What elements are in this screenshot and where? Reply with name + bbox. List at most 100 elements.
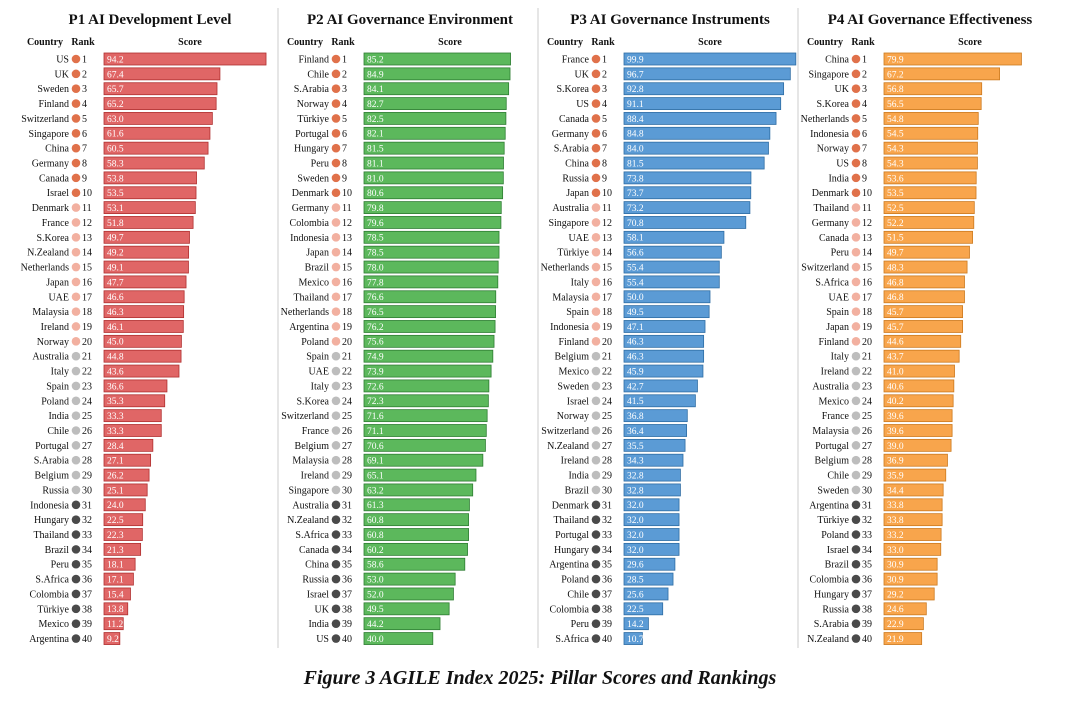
score-bar: [623, 424, 688, 437]
table-row: Canada 9 53.8: [39, 171, 197, 184]
rank-dot: [591, 322, 601, 331]
rank-label: 19: [82, 322, 92, 333]
rank-dot: [331, 262, 341, 272]
country-label: Thailand: [33, 530, 69, 541]
country-label: Poland: [821, 530, 849, 541]
score-value: 84.9: [367, 70, 384, 80]
score-value: 40.2: [887, 397, 904, 407]
country-label: India: [48, 411, 69, 422]
rank-label: 35: [342, 560, 352, 571]
rank-label: 36: [82, 575, 92, 586]
score-value: 49.2: [107, 249, 124, 259]
score-bar: [103, 453, 152, 467]
rank-label: 17: [602, 292, 612, 303]
score-value: 47.7: [107, 278, 124, 288]
rank-dot: [851, 337, 861, 346]
score-value: 75.6: [367, 338, 384, 348]
score-bar: [363, 542, 468, 556]
rank-dot: [331, 366, 341, 376]
score-bar: [623, 67, 791, 81]
rank-dot: [851, 188, 861, 198]
rank-dot: [851, 411, 861, 420]
rank-label: 39: [862, 619, 872, 630]
score-bar: [363, 587, 454, 601]
rank-label: 40: [342, 634, 352, 645]
rank-label: 18: [862, 307, 872, 318]
score-value: 11.2: [107, 620, 124, 630]
score-value: 54.3: [887, 145, 904, 155]
rank-dot: [331, 426, 341, 435]
score-bar: [883, 349, 960, 363]
rank-dot: [331, 337, 341, 346]
header-country: Country: [547, 37, 583, 48]
country-label: Portugal: [555, 530, 589, 541]
table-row: Thailand 17 76.6: [293, 290, 497, 303]
table-row: S.Arabia 39 22.9: [814, 617, 924, 630]
country-label: Russia: [302, 575, 329, 586]
country-label: Finland: [558, 337, 589, 348]
table-row: N.Zealand 40 21.9: [807, 632, 923, 645]
table-row: India 29 32.8: [568, 468, 681, 482]
rank-dot: [851, 173, 861, 183]
rank-dot: [591, 262, 601, 272]
rank-label: 8: [602, 159, 607, 170]
rank-dot: [591, 530, 601, 539]
country-label: N.Zealand: [27, 248, 69, 259]
rank-label: 8: [82, 159, 87, 170]
score-value: 30.9: [887, 576, 904, 586]
country-label: India: [568, 471, 589, 482]
score-bar: [363, 305, 496, 319]
rank-label: 26: [342, 426, 352, 437]
rank-label: 14: [602, 248, 612, 259]
rank-label: 40: [862, 634, 872, 645]
table-row: Türkiye 32 33.8: [817, 513, 943, 526]
country-label: Poland: [41, 396, 69, 407]
country-label: Hungary: [814, 589, 849, 600]
score-value: 71.1: [367, 427, 384, 437]
table-row: Mexico 24 40.2: [818, 394, 954, 407]
rank-label: 12: [82, 218, 92, 229]
score-value: 53.6: [887, 174, 904, 184]
rank-label: 1: [82, 55, 87, 66]
rank-label: 4: [602, 99, 607, 110]
table-row: UAE 22 73.9: [308, 364, 492, 378]
rank-dot: [851, 619, 861, 628]
score-value: 76.5: [367, 308, 384, 318]
score-bar: [363, 52, 511, 66]
table-row: N.Zealand 27 35.5: [547, 438, 686, 452]
score-bar: [103, 156, 205, 170]
score-value: 34.3: [627, 457, 644, 467]
country-label: Canada: [299, 545, 330, 556]
score-value: 10.7: [627, 635, 644, 645]
rank-dot: [331, 574, 341, 584]
rank-label: 30: [82, 485, 92, 496]
country-label: Belgium: [35, 471, 70, 482]
rank-label: 21: [602, 352, 612, 363]
table-row: Portugal 33 32.0: [555, 528, 680, 541]
country-label: Ireland: [41, 322, 69, 333]
score-value: 81.0: [367, 174, 384, 184]
score-bar: [363, 334, 495, 348]
country-label: S.Africa: [815, 277, 849, 288]
table-row: Peru 35 18.1: [51, 557, 136, 571]
country-label: S.Korea: [557, 84, 590, 95]
score-value: 45.0: [107, 338, 124, 348]
table-row: Portugal 27 39.0: [815, 438, 952, 452]
score-value: 49.7: [107, 234, 124, 244]
rank-dot: [591, 619, 601, 628]
score-bar: [103, 617, 124, 631]
rank-dot: [71, 114, 81, 123]
country-label: Spain: [46, 381, 69, 392]
rank-label: 10: [602, 188, 612, 199]
rank-dot: [331, 500, 341, 510]
rank-dot: [591, 441, 601, 450]
score-value: 49.7: [887, 249, 904, 259]
rank-label: 38: [82, 604, 92, 615]
score-value: 22.5: [627, 605, 644, 615]
rank-dot: [851, 545, 861, 554]
score-bar: [103, 67, 221, 81]
country-label: Malaysia: [32, 307, 69, 318]
score-value: 22.5: [107, 516, 124, 526]
rank-dot: [71, 99, 81, 108]
rank-label: 16: [82, 277, 92, 288]
